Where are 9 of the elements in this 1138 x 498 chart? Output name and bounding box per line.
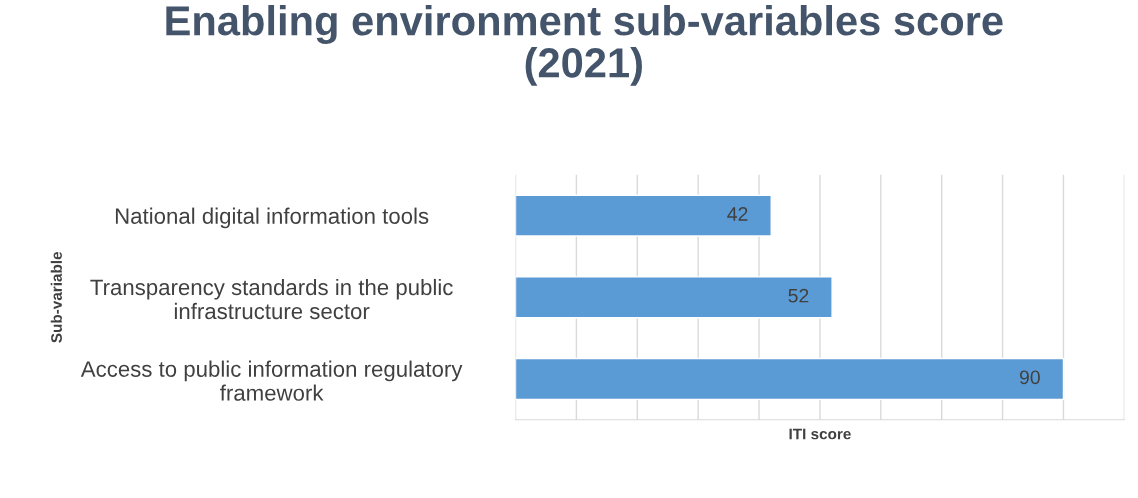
y-tick-label: Transparency standards in the public infrastructure sector (90, 278, 453, 320)
data-label: 52 (788, 288, 809, 303)
data-label: 90 (1019, 370, 1040, 385)
y-tick-label: Access to public information regulatory framework (80, 360, 463, 401)
chart-title: Enabling environment sub-variables score (2021) (166, 4, 1003, 86)
y-axis-title: Sub-variable (50, 251, 62, 343)
y-tick-label: National digital information tools (115, 207, 429, 229)
data-label: 42 (727, 207, 748, 221)
x-axis-title: ITI score (789, 428, 851, 440)
